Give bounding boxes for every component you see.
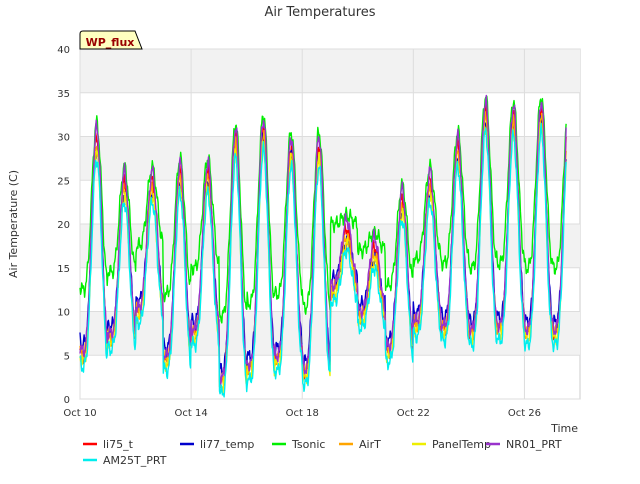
series-lines	[79, 94, 567, 398]
x-axis-ticks: Oct 10 Oct 14 Oct 18 Oct 22 Oct 26	[63, 408, 541, 419]
x-tick-label: Oct 10	[63, 408, 96, 419]
legend: li75_t li77_temp Tsonic AirT PanelTemp NR01_P…	[83, 438, 562, 467]
site-badge: WP_flux	[79, 30, 143, 50]
x-tick-label: Oct 18	[286, 408, 319, 419]
legend-label: AM25T_PRT	[103, 454, 167, 467]
y-tick-label: 30	[57, 133, 70, 144]
y-tick-label: 15	[57, 264, 70, 275]
y-axis-ticks: 0 5 10 15 20 25 30 35 40	[57, 45, 70, 406]
x-tick-label: Oct 14	[175, 408, 208, 419]
x-tick-label: Oct 22	[397, 408, 430, 419]
series-line-nr01_prt	[79, 94, 567, 386]
series-line-am25t_prt	[79, 122, 567, 398]
y-tick-label: 5	[64, 351, 70, 362]
y-tick-label: 25	[57, 176, 70, 187]
y-tick-label: 10	[57, 308, 70, 319]
x-tick-label: Oct 26	[508, 408, 541, 419]
y-tick-label: 0	[64, 395, 70, 406]
y-tick-label: 35	[57, 89, 70, 100]
badge-label: WP_flux	[86, 36, 135, 49]
chart-title: Air Temperatures	[264, 5, 375, 20]
series-line-tsonic	[79, 95, 567, 324]
grid-band	[80, 136, 580, 181]
y-tick-label: 40	[57, 45, 70, 56]
x-axis-label: Time	[550, 422, 578, 435]
y-axis-label: Air Temperature (C)	[7, 170, 20, 278]
grid-band	[80, 49, 580, 93]
legend-label: PanelTemp	[432, 438, 491, 451]
y-tick-label: 20	[57, 220, 70, 231]
legend-label: Tsonic	[291, 438, 325, 451]
legend-label: li75_t	[103, 438, 134, 451]
legend-label: li77_temp	[200, 438, 254, 451]
legend-label: NR01_PRT	[506, 438, 562, 451]
legend-label: AirT	[359, 438, 381, 451]
